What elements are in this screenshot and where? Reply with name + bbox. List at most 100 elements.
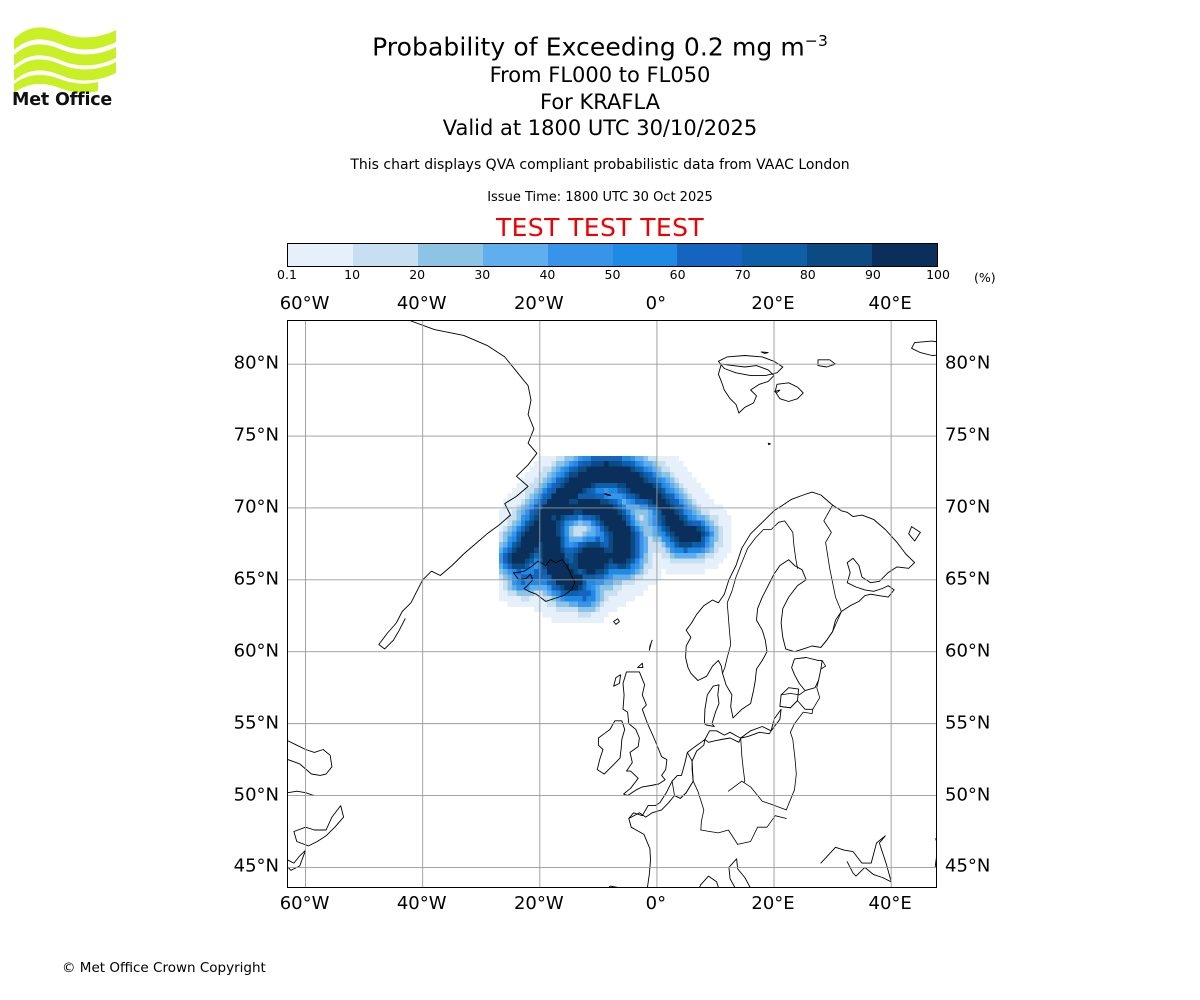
plume-cell <box>533 493 539 499</box>
plume-cell <box>569 488 574 494</box>
plume-cell <box>626 515 631 521</box>
plume-cell <box>533 552 539 559</box>
plume-cell <box>656 552 662 559</box>
plume-cell <box>652 466 657 472</box>
plume-cell <box>516 596 521 602</box>
plume-cell <box>683 552 688 559</box>
plume-cell <box>577 579 583 586</box>
plume-cell <box>542 606 548 613</box>
plume-cell <box>630 558 635 564</box>
plume-cell <box>705 552 710 559</box>
plume-cell <box>661 536 666 543</box>
plume-cell <box>564 569 570 575</box>
plume-cell <box>613 542 618 548</box>
met-office-brand-text: Met Office <box>12 90 113 110</box>
plume-cell <box>604 515 609 521</box>
plume-cell <box>586 585 592 591</box>
plume-cell <box>560 531 565 537</box>
plume-cell <box>652 536 657 543</box>
plume-cell <box>547 590 552 597</box>
coastline-path <box>513 559 576 602</box>
plume-cell <box>560 579 565 586</box>
plume-cell <box>555 569 561 575</box>
plume-cell <box>617 504 622 510</box>
qva-note: This chart displays QVA compliant probab… <box>350 157 850 173</box>
plume-cell <box>573 612 578 618</box>
plume-cell <box>727 520 732 526</box>
plume-cell <box>547 477 552 483</box>
plume-cell <box>683 525 688 532</box>
plume-cell <box>555 612 561 618</box>
plume-cell <box>639 531 644 537</box>
plume-cell <box>639 466 644 472</box>
plume-cell <box>533 536 539 543</box>
colorbar-tick-10: 10 <box>344 267 361 282</box>
plume-cell <box>652 574 657 580</box>
plume-cell <box>503 552 508 559</box>
plume-cell <box>520 531 526 537</box>
plume-cell <box>621 590 627 597</box>
plume-cell <box>683 536 688 543</box>
plume-cell <box>700 504 706 510</box>
plume-cell <box>591 585 596 591</box>
plume-cell <box>555 455 561 462</box>
volcano-line: For KRAFLA <box>540 90 660 114</box>
plume-cell <box>617 525 622 532</box>
plume-cell <box>560 488 565 494</box>
plume-cell <box>656 563 662 570</box>
plume-cell <box>573 498 578 505</box>
plume-cell <box>608 525 613 532</box>
colorbar-segments <box>287 243 938 267</box>
plume-cell <box>573 536 578 543</box>
plume-cell <box>634 547 640 553</box>
plume-cell <box>621 482 627 489</box>
plume-cell <box>599 563 605 570</box>
plume-cell <box>551 569 556 575</box>
plume-cell <box>604 520 609 526</box>
map-panel[interactable] <box>287 320 937 888</box>
plume-cell <box>661 515 666 521</box>
plume-cell <box>498 536 504 543</box>
plume-cell <box>617 601 622 607</box>
plume-cell <box>525 531 530 537</box>
plume-cell <box>648 509 653 516</box>
lon-tick-label: 40°E <box>868 293 912 314</box>
plume-cell <box>547 509 552 516</box>
plume-cell <box>555 585 561 591</box>
plume-cell <box>533 606 539 613</box>
colorbar-segment-8 <box>807 244 873 266</box>
plume-cell <box>599 461 605 467</box>
plume-cell <box>547 569 552 575</box>
plume-cell <box>529 488 534 494</box>
plume-cell <box>621 525 627 532</box>
plume-cell <box>648 466 653 472</box>
plume-cell <box>661 542 666 548</box>
plume-cell <box>643 471 649 478</box>
plume-cell <box>670 466 675 472</box>
plume-cell <box>511 558 517 564</box>
plume-cell <box>555 590 561 597</box>
plume-cell <box>511 531 517 537</box>
plume-cell <box>604 558 609 564</box>
plume-cell <box>639 520 644 526</box>
met-office-logo <box>12 22 120 118</box>
plume-cell <box>599 455 605 462</box>
plume-cell <box>547 520 552 526</box>
plume-cell <box>604 498 609 505</box>
plume-cell <box>555 558 561 564</box>
plume-cell <box>613 601 618 607</box>
plume-cell <box>582 596 587 602</box>
plume-cell <box>582 455 587 462</box>
plume-cell <box>542 536 548 543</box>
plume-cell <box>595 504 600 510</box>
plume-cell <box>643 542 649 548</box>
plume-cell <box>555 601 561 607</box>
plume-cell <box>555 542 561 548</box>
plume-cell <box>533 585 539 591</box>
plume-cell <box>648 563 653 570</box>
plume-cell <box>525 509 530 516</box>
plume-cell <box>551 617 556 623</box>
coastline-path <box>767 442 771 446</box>
plume-cell <box>700 488 706 494</box>
plume-cell <box>652 558 657 564</box>
